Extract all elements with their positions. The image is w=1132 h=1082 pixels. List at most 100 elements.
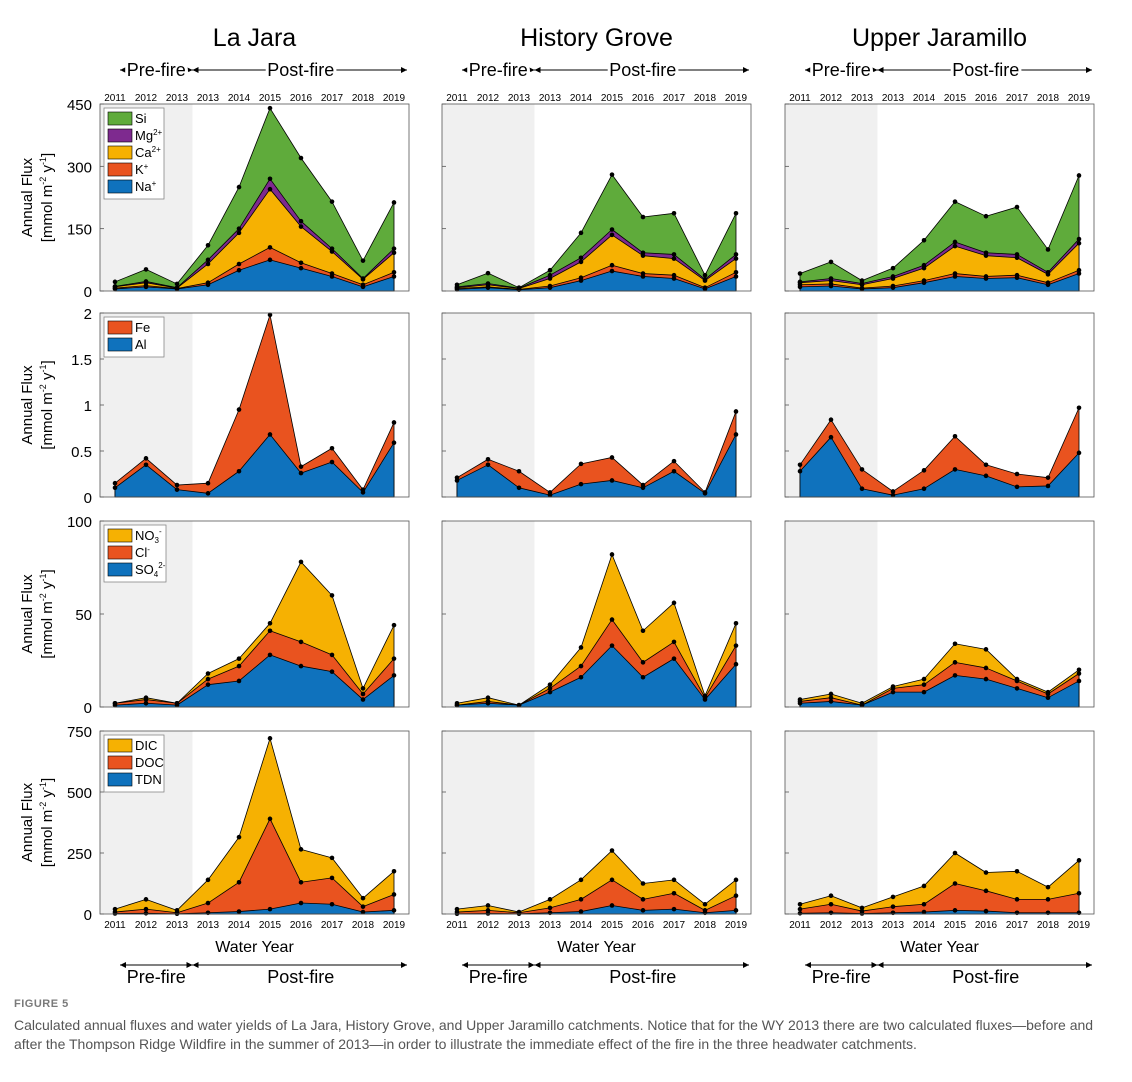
y-tick-label: 450 [67,97,92,114]
data-point-doc [797,906,803,912]
legend-swatch [107,111,133,126]
data-point-fe [112,480,118,486]
data-point-no3 [921,676,927,682]
data-point-fe [205,480,211,486]
y-axis-title-unit: y [39,581,56,593]
data-point-al [1045,483,1051,489]
legend-swatch [107,545,133,560]
data-point-k [236,261,242,267]
prefire-label: Pre-fire [469,967,528,987]
data-point-al [578,481,584,487]
header-history-grove: History Grove Pre-fire Post-fire Pre-fire Po… [446,24,749,987]
year-tick-label-bottom: 2017 [321,920,344,931]
data-point-si [360,258,366,263]
data-point-doc [1076,890,1082,896]
data-point-tdn [329,901,335,907]
panel-cations-history-grove [441,103,752,293]
data-point-na [391,274,397,279]
year-tick-label-top: 2013 [882,93,905,104]
data-point-fe [391,420,397,425]
y-tick-label: 150 [67,222,92,239]
legend-item-sup: - [147,545,150,554]
legend-item-base: TDN [135,772,162,787]
year-tick-label-top: 2015 [601,93,624,104]
data-point-tdn [143,910,149,916]
data-point-no3 [671,600,677,606]
year-tick-label-bottom: 2015 [944,920,967,931]
data-point-so4 [921,689,927,695]
data-point-al [890,492,896,498]
y-axis-title-line2: [mmol m [39,810,56,868]
year-tick-label-top: 2016 [290,93,313,104]
postfire-label: Post-fire [952,967,1019,987]
y-axis-title-line1: Annual Flux [19,574,36,654]
data-point-mg [267,176,273,182]
data-point-so4 [360,697,366,702]
legend-item-base: Al [135,337,147,352]
data-point-si [671,210,677,216]
header-la-jara: La Jara Pre-fire Post-fire Pre-fire Post-fir… [104,24,407,987]
data-point-si [952,199,958,204]
year-tick-label-bottom: 2017 [1006,920,1029,931]
arrow-head-icon [186,962,193,968]
data-point-tdn [609,903,615,908]
catchment-title: History Grove [520,24,673,52]
data-point-k [921,278,927,283]
data-point-k [1014,272,1020,278]
data-point-no3 [391,622,397,628]
data-point-fe [859,467,865,472]
data-point-k [640,271,646,276]
y-axis-title: Annual Flux [mmol m-2 y-1] [19,569,56,658]
arrow-head-icon [877,962,884,968]
y-axis-title-line2: [mmol m [39,392,56,450]
data-point-so4 [733,661,739,667]
year-tick-label-bottom: 2013 [508,920,531,931]
data-point-al [859,486,865,492]
data-point-no3 [578,645,584,650]
data-point-mg [921,262,927,268]
data-point-si [298,155,304,161]
figure-caption: Calculated annual fluxes and water yield… [14,1017,1094,1052]
data-point-si [485,270,491,276]
data-point-no3 [174,700,180,706]
data-point-al [298,470,304,476]
arrow-head-icon [462,67,468,73]
data-point-so4 [329,669,335,674]
legend-swatch [107,162,133,177]
year-tick-label-bottom: 2016 [975,920,998,931]
data-point-mg [578,255,584,261]
data-point-k [671,272,677,278]
data-point-doc [702,908,708,913]
data-point-si [890,265,896,271]
x-axis-title: Water Year [900,939,979,956]
data-point-cl [360,691,366,697]
fire-period-arrows-bottom: Pre-fire Post-fire [462,962,749,987]
data-point-ca [1076,240,1082,246]
data-point-no3 [1076,667,1082,673]
legend-swatch [107,128,133,143]
data-point-ca [205,261,211,267]
year-tick-label-top: 2013 [166,93,189,104]
data-point-so4 [391,673,397,678]
data-point-si [547,267,553,273]
data-point-no3 [329,593,335,598]
data-point-fe [828,417,834,423]
panel-metals-upper-jaramillo [784,312,1095,498]
data-point-ca [671,256,677,261]
data-point-al [143,462,149,468]
data-point-cl [1076,671,1082,676]
data-point-so4 [143,700,149,706]
data-point-doc [921,901,927,907]
y-axis-exponent: -2 [38,802,48,810]
data-point-so4 [1045,695,1051,700]
data-point-no3 [1045,689,1051,695]
data-point-no3 [828,691,834,697]
data-point-tdn [671,906,677,912]
data-point-k [205,280,211,285]
legend-item-label: DOC [135,755,164,770]
year-tick-label-bottom: 2014 [913,920,936,931]
data-point-cl [298,639,304,645]
